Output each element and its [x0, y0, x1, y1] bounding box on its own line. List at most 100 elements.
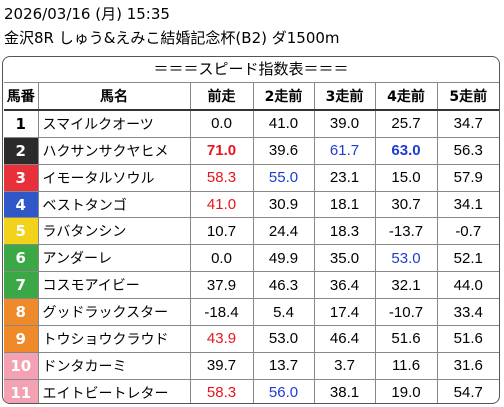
- speed-index-cell: 17.4: [313, 298, 376, 327]
- speed-index-cell: 54.7: [436, 378, 499, 403]
- speed-index-cell: 11.6: [374, 351, 438, 380]
- speed-index-cell: 58.3: [189, 378, 254, 403]
- col-header-2-races-ago: 2走前: [252, 81, 315, 111]
- speed-index-cell: -10.7: [374, 298, 438, 327]
- horse-name: グッドラックスター: [37, 298, 191, 327]
- speed-index-cell: 23.1: [313, 163, 376, 192]
- table-subtitle: ＝＝＝スピード指数表＝＝＝: [153, 60, 349, 78]
- speed-index-cell: 10.7: [189, 217, 254, 246]
- speed-index-cell: 63.0: [374, 136, 438, 165]
- horse-number: 8: [4, 298, 39, 327]
- col-header-number: 馬番: [4, 81, 39, 111]
- race-title: 金沢8R しゅう&えみこ結婚記念杯(B2) ダ1500m: [4, 29, 340, 47]
- speed-index-cell: 49.9: [252, 244, 315, 273]
- speed-index-cell: 44.0: [436, 271, 499, 300]
- speed-index-cell: 0.0: [189, 244, 254, 273]
- table-row: 7 コスモアイビー 37.9 46.3 36.4 32.1 44.0: [4, 271, 499, 300]
- horse-name: ベストタンゴ: [37, 190, 191, 219]
- speed-index-cell: 18.1: [313, 190, 376, 219]
- horse-name: スマイルクオーツ: [37, 109, 191, 138]
- speed-index-cell: 31.6: [436, 351, 499, 380]
- speed-index-cell: 41.0: [189, 190, 254, 219]
- horse-name: アンダーレ: [37, 244, 191, 273]
- horse-number: 5: [4, 217, 39, 246]
- speed-index-cell: 35.0: [313, 244, 376, 273]
- col-header-4-races-ago: 4走前: [374, 81, 438, 111]
- speed-index-cell: 46.4: [313, 325, 376, 353]
- speed-index-cell: 51.6: [436, 325, 499, 353]
- table-row: 5 ラバタンシン 10.7 24.4 18.3 -13.7 -0.7: [4, 217, 499, 246]
- speed-index-cell: 39.7: [189, 351, 254, 380]
- speed-index-cell: 30.7: [374, 190, 438, 219]
- speed-index-cell: 46.3: [252, 271, 315, 300]
- speed-index-cell: -18.4: [189, 298, 254, 327]
- speed-index-cell: 56.3: [436, 136, 499, 165]
- col-header-5-races-ago: 5走前: [436, 81, 499, 111]
- horse-name: コスモアイビー: [37, 271, 191, 300]
- speed-index-cell: 13.7: [252, 351, 315, 380]
- table-row: 10 ドンタカーミ 39.7 13.7 3.7 11.6 31.6: [4, 351, 499, 380]
- speed-index-cell: 36.4: [313, 271, 376, 300]
- col-header-3-races-ago: 3走前: [313, 81, 376, 111]
- header-row: 馬番 馬名 前走 2走前 3走前 4走前 5走前: [4, 81, 499, 111]
- table-row: 2 ハクサンサクヤヒメ 71.0 39.6 61.7 63.0 56.3: [4, 136, 499, 165]
- speed-index-cell: 37.9: [189, 271, 254, 300]
- speed-index-cell: 52.1: [436, 244, 499, 273]
- speed-index-cell: 53.0: [374, 244, 438, 273]
- col-header-horse-name: 馬名: [37, 81, 191, 111]
- speed-index-cell: 51.6: [374, 325, 438, 353]
- speed-index-cell: -0.7: [436, 217, 499, 246]
- horse-number: 7: [4, 271, 39, 300]
- horse-name: ラバタンシン: [37, 217, 191, 246]
- speed-index-cell: 57.9: [436, 163, 499, 192]
- col-header-last-race: 前走: [189, 81, 254, 111]
- speed-index-cell: 32.1: [374, 271, 438, 300]
- speed-index-cell: 30.9: [252, 190, 315, 219]
- speed-index-cell: 39.6: [252, 136, 315, 165]
- horse-name: ドンタカーミ: [37, 351, 191, 380]
- speed-index-cell: 15.0: [374, 163, 438, 192]
- speed-index-cell: 71.0: [189, 136, 254, 165]
- speed-index-cell: 3.7: [313, 351, 376, 380]
- horse-name: トウショウクラウド: [37, 325, 191, 353]
- speed-index-table-panel: ＝＝＝スピード指数表＝＝＝ 馬番 馬名 前走 2走前 3走前 4走前 5走前 1…: [2, 56, 500, 404]
- table-row: 8 グッドラックスター -18.4 5.4 17.4 -10.7 33.4: [4, 298, 499, 327]
- horse-number: 11: [4, 378, 39, 403]
- table-row: 4 ベストタンゴ 41.0 30.9 18.1 30.7 34.1: [4, 190, 499, 219]
- speed-index-cell: 24.4: [252, 217, 315, 246]
- speed-index-cell: 39.0: [313, 109, 376, 138]
- horse-name: ハクサンサクヤヒメ: [37, 136, 191, 165]
- horse-number: 9: [4, 325, 39, 353]
- speed-index-cell: 0.0: [189, 109, 254, 138]
- speed-index-cell: -13.7: [374, 217, 438, 246]
- speed-index-cell: 43.9: [189, 325, 254, 353]
- table-row: 11 エイトビートレター 58.3 56.0 38.1 19.0 54.7: [4, 378, 499, 403]
- horse-number: 4: [4, 190, 39, 219]
- table-row: 1 スマイルクオーツ 0.0 41.0 39.0 25.7 34.7: [4, 109, 499, 138]
- table-row: 3 イモータルソウル 58.3 55.0 23.1 15.0 57.9: [4, 163, 499, 192]
- speed-index-cell: 19.0: [374, 378, 438, 403]
- race-datetime: 2026/03/16 (月) 15:35: [4, 5, 170, 23]
- speed-index-cell: 38.1: [313, 378, 376, 403]
- speed-index-cell: 61.7: [313, 136, 376, 165]
- speed-index-table: 馬番 馬名 前走 2走前 3走前 4走前 5走前 1 スマイルクオーツ 0.0 41.…: [4, 81, 499, 403]
- speed-index-cell: 18.3: [313, 217, 376, 246]
- horse-number: 6: [4, 244, 39, 273]
- horse-number: 2: [4, 136, 39, 165]
- speed-index-cell: 58.3: [189, 163, 254, 192]
- horse-name: エイトビートレター: [37, 378, 191, 403]
- speed-index-cell: 34.7: [436, 109, 499, 138]
- table-row: 9 トウショウクラウド 43.9 53.0 46.4 51.6 51.6: [4, 325, 499, 353]
- speed-index-cell: 55.0: [252, 163, 315, 192]
- table-row: 6 アンダーレ 0.0 49.9 35.0 53.0 52.1: [4, 244, 499, 273]
- horse-number: 3: [4, 163, 39, 192]
- horse-number: 10: [4, 351, 39, 380]
- speed-index-cell: 25.7: [374, 109, 438, 138]
- horse-number: 1: [4, 109, 39, 138]
- speed-index-cell: 56.0: [252, 378, 315, 403]
- speed-index-cell: 33.4: [436, 298, 499, 327]
- speed-index-cell: 5.4: [252, 298, 315, 327]
- horse-name: イモータルソウル: [37, 163, 191, 192]
- speed-index-cell: 41.0: [252, 109, 315, 138]
- speed-index-cell: 53.0: [252, 325, 315, 353]
